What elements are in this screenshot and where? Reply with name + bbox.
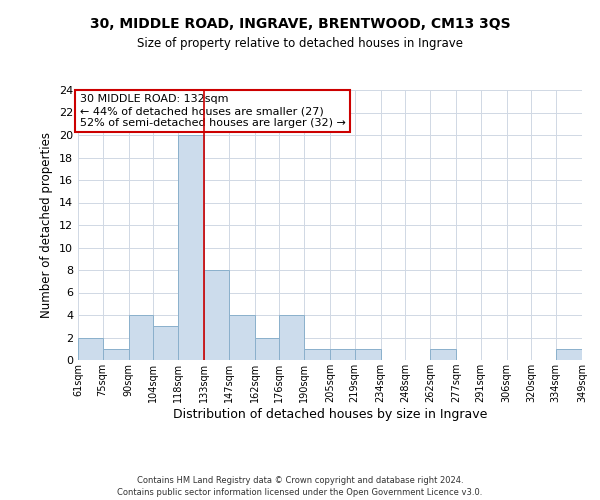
Bar xyxy=(103,349,129,360)
Bar xyxy=(78,338,103,360)
X-axis label: Distribution of detached houses by size in Ingrave: Distribution of detached houses by size … xyxy=(173,408,487,421)
Bar xyxy=(330,349,355,360)
Bar xyxy=(129,315,153,360)
Bar xyxy=(304,349,330,360)
Bar xyxy=(204,270,229,360)
Bar xyxy=(178,135,204,360)
Bar xyxy=(153,326,178,360)
Text: 30 MIDDLE ROAD: 132sqm
← 44% of detached houses are smaller (27)
52% of semi-det: 30 MIDDLE ROAD: 132sqm ← 44% of detached… xyxy=(80,94,346,128)
Text: Contains HM Land Registry data © Crown copyright and database right 2024.: Contains HM Land Registry data © Crown c… xyxy=(137,476,463,485)
Text: Size of property relative to detached houses in Ingrave: Size of property relative to detached ho… xyxy=(137,38,463,51)
Y-axis label: Number of detached properties: Number of detached properties xyxy=(40,132,53,318)
Bar xyxy=(556,349,582,360)
Bar xyxy=(355,349,381,360)
Text: Contains public sector information licensed under the Open Government Licence v3: Contains public sector information licen… xyxy=(118,488,482,497)
Bar xyxy=(229,315,255,360)
Bar xyxy=(430,349,456,360)
Bar xyxy=(255,338,279,360)
Text: 30, MIDDLE ROAD, INGRAVE, BRENTWOOD, CM13 3QS: 30, MIDDLE ROAD, INGRAVE, BRENTWOOD, CM1… xyxy=(89,18,511,32)
Bar xyxy=(279,315,304,360)
